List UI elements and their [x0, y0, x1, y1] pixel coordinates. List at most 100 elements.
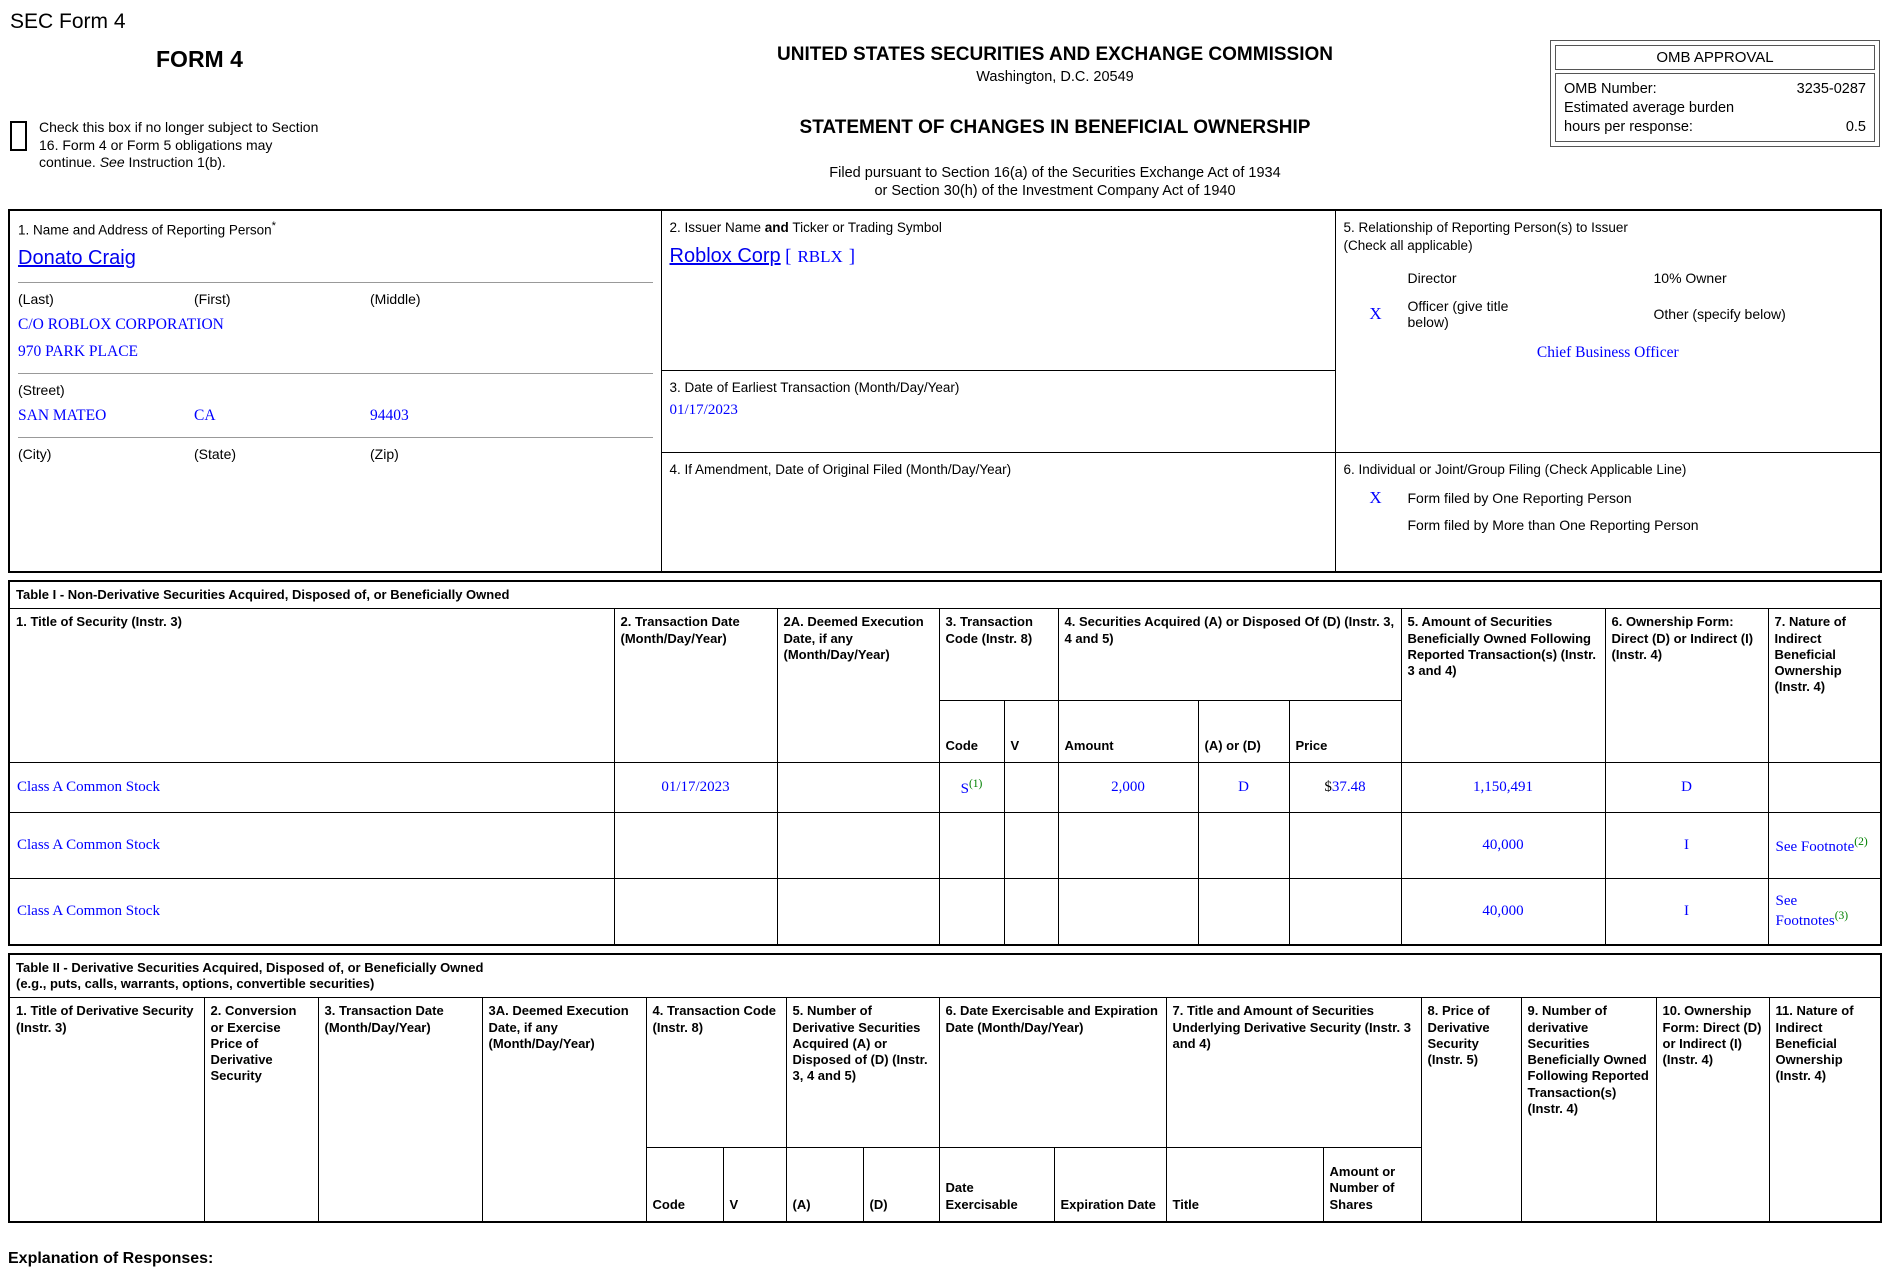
- checkbox-note-text: Check this box if no longer subject to S…: [39, 119, 319, 171]
- section5-label-line2: (Check all applicable): [1343, 237, 1473, 253]
- form-header: FORM 4 Check this box if no longer subje…: [8, 40, 1880, 199]
- owned-following-cell: 40,000: [1400, 878, 1606, 946]
- form-number-title: FORM 4: [156, 46, 243, 72]
- omb-title: OMB APPROVAL: [1555, 45, 1875, 70]
- security-title-cell: Class A Common Stock: [8, 762, 615, 814]
- omb-burden-value: 0.5: [1845, 119, 1866, 135]
- code-cell: [938, 812, 1005, 880]
- col-header-transaction-code: 3. Transaction Code (Instr. 8): [938, 608, 1059, 702]
- section16-checkbox-note: Check this box if no longer subject to S…: [39, 119, 331, 172]
- issuer-link[interactable]: Roblox Corp: [669, 244, 781, 267]
- subcol-code: Code: [645, 1147, 724, 1223]
- deemed-date-cell: [776, 878, 940, 946]
- code-cell: [938, 878, 1005, 946]
- ownership-form-cell: D: [1604, 762, 1769, 814]
- section2-issuer: 2. Issuer Name and Ticker or Trading Sym…: [660, 209, 1336, 371]
- col-header-amount-owned: 5. Amount of Securities Beneficially Own…: [1400, 608, 1606, 764]
- section4-label: 4. If Amendment, Date of Original Filed …: [669, 461, 1012, 477]
- col-header-derivative-price: 8. Price of Derivative Security (Instr. …: [1420, 997, 1522, 1223]
- dollar-sign: $: [1324, 779, 1332, 796]
- reporting-person-link[interactable]: Donato Craig: [18, 247, 136, 270]
- amount-cell: [1057, 812, 1199, 880]
- amount-cell: [1057, 878, 1199, 946]
- other-label: Other (specify below): [1653, 306, 1786, 323]
- omb-number-row: OMB Number: 3235-0287: [1564, 81, 1866, 97]
- divider: [18, 437, 653, 439]
- table1-row: Class A Common Stock 40,000 I See Footno…: [8, 812, 1882, 880]
- owned-following-cell: 40,000: [1400, 812, 1606, 880]
- one-person-label: Form filed by One Reporting Person: [1407, 490, 1632, 507]
- section1-asterisk: *: [271, 220, 277, 232]
- section5-relationship: 5. Relationship of Reporting Person(s) t…: [1334, 209, 1882, 453]
- table1-row: Class A Common Stock 01/17/2023 S(1) 2,0…: [8, 762, 1882, 814]
- section5-label-line1: 5. Relationship of Reporting Person(s) t…: [1343, 220, 1628, 235]
- last-label: (Last): [18, 291, 54, 308]
- col-header-nature-indirect: 11. Nature of Indirect Beneficial Owners…: [1768, 997, 1882, 1223]
- header-right: OMB APPROVAL OMB Number: 3235-0287 Estim…: [1550, 40, 1880, 199]
- v-cell: [1003, 762, 1059, 814]
- subcol-v: V: [1003, 700, 1059, 764]
- section6-label: 6. Individual or Joint/Group Filing (Che…: [1343, 461, 1687, 477]
- city-value: SAN MATEO: [18, 407, 107, 425]
- middle-label: (Middle): [370, 291, 421, 308]
- acquired-disposed-cell: [1197, 878, 1290, 946]
- subcol-amount-shares: Amount or Number of Shares: [1322, 1147, 1422, 1223]
- nature-indirect-cell: See Footnotes(3): [1767, 878, 1882, 946]
- table1-title: Table I - Non-Derivative Securities Acqu…: [8, 580, 1882, 610]
- section1-name-address: 1. Name and Address of Reporting Person*…: [8, 209, 662, 573]
- table2-derivative: Table II - Derivative Securities Acquire…: [8, 952, 1883, 1223]
- filed-pursuant-line2: or Section 30(h) of the Investment Compa…: [874, 183, 1236, 199]
- zip-value: 94403: [370, 407, 409, 425]
- first-label: (First): [194, 291, 231, 308]
- street-label: (Street): [18, 382, 65, 399]
- deemed-date-cell: [776, 762, 940, 814]
- ownership-form-cell: I: [1604, 878, 1769, 946]
- ticker-close-bracket: ]: [848, 245, 856, 267]
- footnote-ref-3: (3): [1834, 910, 1849, 922]
- subcol-date-exercisable: Date Exercisable: [938, 1147, 1055, 1223]
- price-cell: [1288, 812, 1402, 880]
- col-header-number-derivative: 5. Number of Derivative Securities Acqui…: [785, 997, 940, 1149]
- col-header-deemed-date: 3A. Deemed Execution Date, if any (Month…: [481, 997, 647, 1223]
- table1-non-derivative: Table I - Non-Derivative Securities Acqu…: [8, 580, 1883, 946]
- omb-burden-label1: Estimated average burden: [1564, 100, 1735, 116]
- subcol-code: Code: [938, 700, 1005, 764]
- page-title: SEC Form 4: [10, 10, 126, 33]
- subcol-expiration-date: Expiration Date: [1053, 1147, 1167, 1223]
- filed-pursuant-line1: Filed pursuant to Section 16(a) of the S…: [829, 165, 1281, 181]
- footnote-ref-2: (2): [1854, 835, 1868, 848]
- section3-label: 3. Date of Earliest Transaction (Month/D…: [669, 379, 960, 395]
- nature-indirect-cell: See Footnote(2): [1767, 812, 1882, 880]
- divider: [18, 282, 653, 284]
- col-header-ownership-form: 6. Ownership Form: Direct (D) or Indirec…: [1604, 608, 1769, 764]
- v-cell: [1003, 878, 1059, 946]
- col-header-derivative-security: 1. Title of Derivative Security (Instr. …: [8, 997, 205, 1223]
- street-label-row: (Street): [18, 382, 653, 398]
- address-line1: C/O ROBLOX CORPORATION: [18, 316, 224, 334]
- statement-title: STATEMENT OF CHANGES IN BENEFICIAL OWNER…: [799, 117, 1311, 138]
- relationship-grid: Director 10% Owner X Officer (give title…: [1344, 270, 1873, 330]
- city-label: (City): [18, 446, 52, 463]
- director-label: Director: [1407, 270, 1457, 287]
- name-labels-row: (Last) (First) (Middle): [18, 291, 653, 307]
- col-header-underlying-securities: 7. Title and Amount of Securities Underl…: [1165, 997, 1422, 1149]
- earliest-transaction-date: 01/17/2023: [669, 402, 738, 419]
- officer-title-line: Chief Business Officer: [1344, 344, 1873, 362]
- omb-burden-row2: hours per response: 0.5: [1564, 119, 1866, 135]
- divider: [18, 373, 653, 375]
- officer-label: Officer (give title below): [1407, 298, 1509, 331]
- col-header-security: 1. Title of Security (Instr. 3): [8, 608, 615, 764]
- zip-label: (Zip): [370, 446, 399, 463]
- state-label: (State): [194, 446, 237, 463]
- ticker-symbol: RBLX: [797, 246, 843, 266]
- section16-checkbox[interactable]: [10, 121, 27, 151]
- code-cell: S(1): [938, 762, 1005, 814]
- section2-label: 2. Issuer Name and Ticker or Trading Sym…: [669, 220, 942, 235]
- amount-cell: 2,000: [1057, 762, 1199, 814]
- ticker-open-bracket: [: [785, 245, 792, 267]
- acquired-disposed-cell: [1197, 812, 1290, 880]
- nature-indirect-cell: [1767, 762, 1882, 814]
- city-state-zip-values: SAN MATEO CA 94403: [18, 407, 653, 425]
- header-left: FORM 4 Check this box if no longer subje…: [8, 40, 560, 199]
- section6-filing-type: 6. Individual or Joint/Group Filing (Che…: [1334, 451, 1882, 573]
